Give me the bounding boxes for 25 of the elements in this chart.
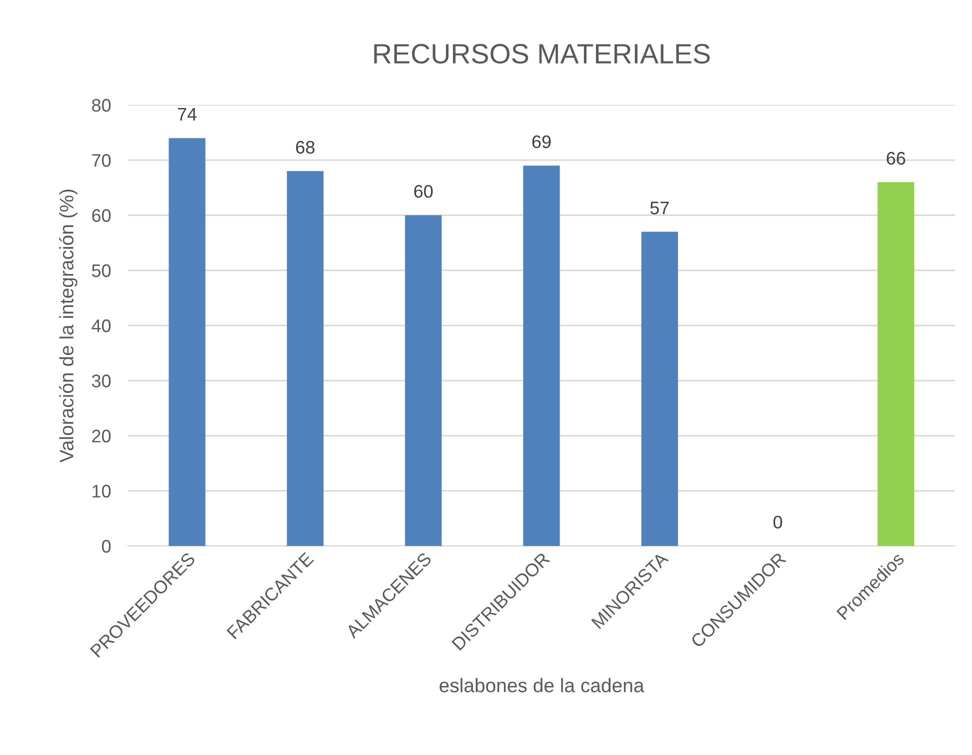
data-label: 60 — [414, 185, 433, 198]
data-label: 66 — [886, 152, 906, 165]
y-tick-label: 0 — [102, 540, 111, 553]
y-tick-label: 10 — [92, 484, 111, 498]
bar — [405, 215, 442, 546]
bar — [878, 182, 914, 546]
data-label: 57 — [650, 202, 669, 214]
y-tick-label: 70 — [92, 154, 111, 167]
y-tick-label: 20 — [92, 430, 111, 442]
y-tick-label: 50 — [92, 264, 111, 278]
y-tick-label: 30 — [92, 374, 111, 388]
chart-title: RECURSOS MATERIALES — [374, 44, 710, 64]
data-label: 74 — [178, 108, 197, 120]
bar — [523, 166, 560, 546]
y-tick-label: 60 — [92, 209, 111, 222]
data-label: 0 — [773, 516, 782, 529]
data-label: 68 — [296, 140, 314, 154]
x-axis-title: eslabones de la cadena — [440, 678, 644, 692]
bar — [286, 171, 324, 546]
y-tick-label: 80 — [92, 98, 111, 112]
bar — [168, 138, 206, 546]
y-axis-title: Valoración de la integración (%) — [59, 190, 78, 462]
y-tick-label: 40 — [92, 319, 111, 332]
bar — [641, 232, 678, 546]
data-label: 69 — [532, 135, 551, 148]
